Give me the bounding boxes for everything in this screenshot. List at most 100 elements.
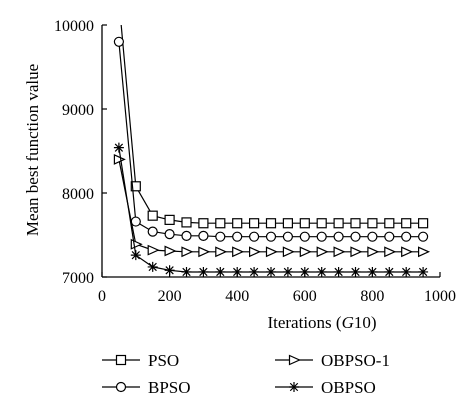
legend-item: OBPSO xyxy=(275,378,376,397)
data-point xyxy=(418,266,429,277)
y-tick-label: 9000 xyxy=(62,102,94,119)
data-point xyxy=(333,266,344,277)
x-tick-label: 1000 xyxy=(424,288,456,305)
data-point xyxy=(265,246,278,258)
data-point xyxy=(367,266,378,277)
data-point xyxy=(401,266,412,277)
data-point xyxy=(232,266,243,277)
legend-label: OBPSO xyxy=(321,378,376,397)
chart-axes xyxy=(101,25,440,278)
data-point xyxy=(316,231,327,242)
data-point xyxy=(198,266,209,277)
data-point xyxy=(367,246,380,258)
data-point xyxy=(333,246,346,258)
data-point xyxy=(232,246,245,258)
data-point xyxy=(367,218,378,229)
y-tick-label: 7000 xyxy=(62,270,94,287)
circle-marker-icon xyxy=(115,381,127,393)
data-point xyxy=(164,229,175,240)
data-point xyxy=(164,214,175,225)
legend-label: PSO xyxy=(148,351,179,370)
x-tick-label: 800 xyxy=(360,288,384,305)
data-point xyxy=(147,261,158,272)
data-point xyxy=(384,231,395,242)
data-point xyxy=(384,218,395,229)
data-point xyxy=(418,231,429,242)
legend-label: OBPSO-1 xyxy=(321,351,390,370)
legend-item: PSO xyxy=(102,351,179,370)
legend-item: OBPSO-1 xyxy=(275,351,390,370)
chart-series xyxy=(113,25,431,277)
x-tick-label: 0 xyxy=(98,288,106,305)
data-point xyxy=(333,231,344,242)
data-point xyxy=(164,265,175,276)
x-axis-title: Iterations (G10) xyxy=(267,313,376,332)
data-point xyxy=(198,246,211,258)
data-point xyxy=(164,245,177,257)
data-point xyxy=(215,231,226,242)
data-point xyxy=(249,218,260,229)
data-point xyxy=(249,266,260,277)
data-point xyxy=(232,218,243,229)
data-point xyxy=(130,181,141,192)
data-point xyxy=(147,226,158,237)
data-point xyxy=(333,218,344,229)
data-point xyxy=(384,266,395,277)
legend-item: BPSO xyxy=(102,378,191,397)
data-point xyxy=(181,230,192,241)
data-point xyxy=(350,218,361,229)
asterisk-marker-icon xyxy=(289,382,299,392)
data-point xyxy=(401,231,412,242)
data-point xyxy=(350,231,361,242)
data-point xyxy=(215,218,226,229)
data-point xyxy=(316,246,329,258)
data-point xyxy=(113,36,125,47)
series-pso xyxy=(120,25,429,229)
y-tick-label: 8000 xyxy=(62,186,94,203)
data-point xyxy=(299,231,310,242)
x-tick-label: 600 xyxy=(293,288,317,305)
series-line xyxy=(118,41,424,238)
data-point xyxy=(316,266,327,277)
data-point xyxy=(130,216,141,227)
data-point xyxy=(418,218,429,229)
data-point xyxy=(198,230,209,241)
data-point xyxy=(181,266,192,277)
data-point xyxy=(401,246,414,258)
data-point xyxy=(215,266,226,277)
data-point xyxy=(282,266,293,277)
data-point xyxy=(147,210,158,221)
data-point xyxy=(299,218,310,229)
data-point xyxy=(350,266,361,277)
data-point xyxy=(181,246,194,258)
triangle-right-marker-icon xyxy=(288,354,301,366)
series-line xyxy=(120,25,424,224)
x-tick-label: 200 xyxy=(158,288,182,305)
data-point xyxy=(299,246,312,258)
data-point xyxy=(282,246,295,258)
data-point xyxy=(232,231,243,242)
data-point xyxy=(418,246,431,258)
data-point xyxy=(299,266,310,277)
chart-ticks: 0 200 400 600 800 1000 7000 8000 9000 10000 xyxy=(54,18,456,305)
chart-legend: PSO BPSO OBPSO-1 OBPSO xyxy=(102,351,390,397)
series-bpso xyxy=(113,36,429,242)
data-point xyxy=(198,218,209,229)
data-point xyxy=(350,246,363,258)
series-obpso-1 xyxy=(113,153,431,258)
data-point xyxy=(147,244,160,256)
data-point xyxy=(266,266,276,277)
legend-label: BPSO xyxy=(148,378,191,397)
data-point xyxy=(265,231,277,242)
series-obpso xyxy=(113,142,429,277)
y-axis-title: Mean best function value xyxy=(23,64,42,236)
square-marker-icon xyxy=(115,354,127,366)
data-point xyxy=(282,231,293,242)
data-point xyxy=(113,142,124,153)
x-tick-label: 400 xyxy=(225,288,249,305)
data-point xyxy=(316,218,327,229)
data-point xyxy=(113,153,126,165)
y-tick-label: 10000 xyxy=(54,18,94,35)
data-point xyxy=(130,238,143,250)
